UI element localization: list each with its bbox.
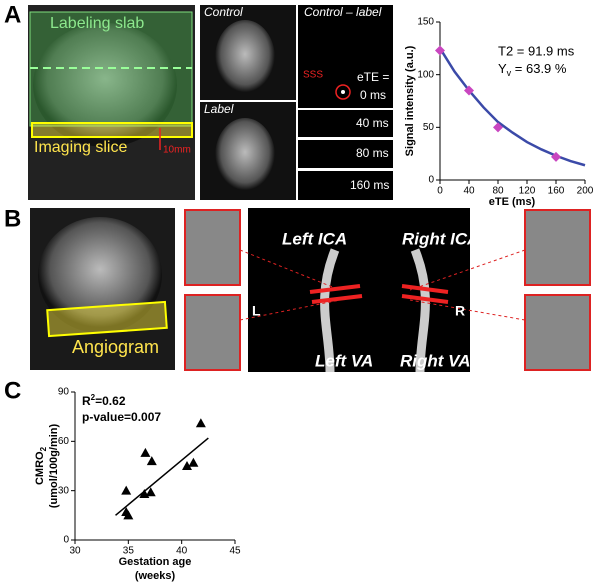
data-point bbox=[464, 85, 474, 96]
y-axis-label: CMRO2 bbox=[34, 446, 48, 485]
inset-guide bbox=[239, 299, 341, 321]
data-point bbox=[140, 447, 151, 457]
image-label: Control – label bbox=[304, 5, 382, 19]
y-tick-label: 90 bbox=[58, 387, 70, 398]
vessel bbox=[320, 248, 430, 373]
panel-label: A bbox=[4, 1, 21, 28]
angiogram-label: Angiogram bbox=[72, 337, 159, 357]
annotation: T2 = 91.9 ms bbox=[498, 43, 575, 58]
fit-line bbox=[115, 437, 209, 516]
data-point bbox=[182, 461, 192, 470]
y-tick-label: 100 bbox=[417, 69, 434, 80]
x-tick-label: 200 bbox=[577, 186, 594, 197]
panel-label: B bbox=[4, 205, 21, 232]
data-point bbox=[435, 45, 445, 56]
sss-label: SSS bbox=[303, 70, 323, 81]
inset bbox=[184, 209, 241, 286]
x-tick-label: 0 bbox=[437, 186, 443, 197]
y-axis-label: Signal intensity (a.u.) bbox=[404, 45, 416, 156]
brain bbox=[215, 20, 275, 96]
ete-label: 160 ms bbox=[350, 178, 389, 192]
y-tick-label: 50 bbox=[423, 122, 435, 133]
ete-label: eTE = bbox=[357, 70, 389, 84]
image-label: Control bbox=[204, 5, 243, 19]
data-point bbox=[121, 485, 132, 495]
annotation: R2=0.62 bbox=[82, 393, 126, 408]
slice-label: Imaging slice bbox=[34, 139, 127, 156]
mri-image bbox=[298, 140, 393, 168]
angiogram-box bbox=[46, 300, 168, 338]
y-tick-label: 60 bbox=[58, 436, 70, 447]
side-label: L bbox=[252, 303, 261, 319]
data-point bbox=[145, 487, 156, 497]
y-tick-label: 30 bbox=[58, 485, 70, 496]
vessel-label: Right VA bbox=[400, 351, 471, 370]
data-point bbox=[146, 456, 157, 466]
slice-mark bbox=[311, 294, 363, 304]
inset-guide bbox=[409, 299, 526, 321]
imaging-slice bbox=[31, 122, 193, 138]
vessel-label: Left VA bbox=[315, 351, 373, 370]
data-point bbox=[551, 151, 561, 162]
x-tick-label: 120 bbox=[519, 186, 536, 197]
brain bbox=[215, 118, 275, 194]
slice-mark bbox=[401, 294, 449, 304]
inset bbox=[524, 294, 591, 371]
data-point bbox=[123, 510, 134, 520]
y-tick-label: 150 bbox=[417, 17, 434, 28]
mri-image bbox=[298, 171, 393, 200]
inset bbox=[524, 209, 591, 286]
image-label: Label bbox=[204, 102, 234, 116]
inset bbox=[184, 294, 241, 371]
x-tick-label: 40 bbox=[463, 186, 475, 197]
mri-image bbox=[298, 5, 393, 108]
slab-label: Labeling slab bbox=[50, 15, 144, 32]
x-axis-label: eTE (ms) bbox=[489, 196, 536, 208]
slice-mark bbox=[309, 284, 361, 294]
y-tick-label: 0 bbox=[63, 535, 69, 546]
vessel-label: Right ICA bbox=[402, 229, 479, 248]
inset-guide bbox=[409, 249, 526, 291]
vessel-label: Left ICA bbox=[282, 229, 347, 248]
annotation: Yv = 63.9 % bbox=[498, 61, 567, 78]
panel-label: C bbox=[4, 377, 21, 404]
annotation: p-value=0.007 bbox=[82, 410, 161, 424]
x-tick-label: 35 bbox=[123, 546, 135, 557]
y-axis-label: (umol/100g/min) bbox=[48, 423, 60, 508]
x-tick-label: 80 bbox=[492, 186, 504, 197]
x-axis-label: (weeks) bbox=[135, 570, 176, 582]
slice-mark bbox=[401, 284, 449, 294]
distance-label: 10mm bbox=[163, 145, 191, 156]
mri-image bbox=[298, 110, 393, 137]
fit-line bbox=[438, 47, 586, 167]
y-tick-label: 0 bbox=[428, 175, 434, 186]
data-point bbox=[493, 122, 503, 133]
x-axis-label: Gestation age bbox=[119, 556, 192, 568]
x-tick-label: 30 bbox=[69, 546, 81, 557]
x-tick-label: 160 bbox=[548, 186, 565, 197]
data-point bbox=[188, 457, 199, 467]
brain bbox=[33, 23, 177, 147]
side-label: R bbox=[455, 303, 465, 319]
ete-label: 0 ms bbox=[360, 88, 386, 102]
x-tick-label: 40 bbox=[176, 546, 188, 557]
sss-spot bbox=[341, 90, 345, 94]
data-point bbox=[195, 418, 206, 428]
ete-label: 80 ms bbox=[356, 146, 389, 160]
sss-circle bbox=[335, 84, 351, 100]
x-tick-label: 45 bbox=[229, 546, 241, 557]
ete-label: 40 ms bbox=[356, 116, 389, 130]
